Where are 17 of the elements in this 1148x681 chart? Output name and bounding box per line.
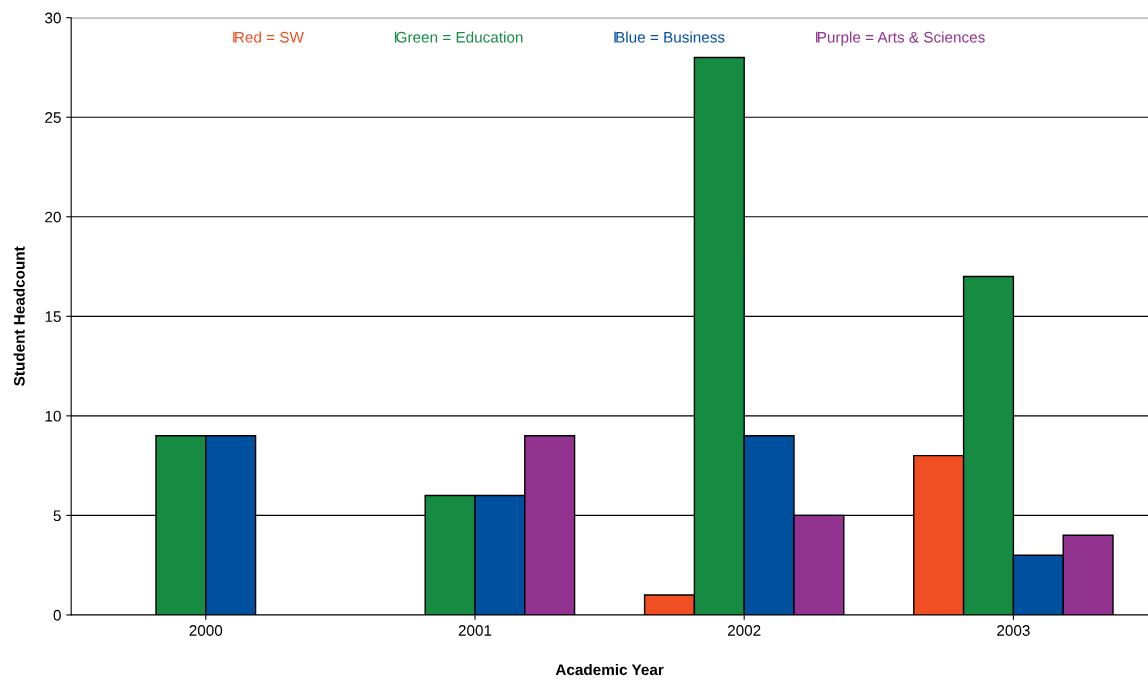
y-tick-label: 25: [45, 112, 61, 123]
legend-label: Green = Education: [396, 31, 523, 43]
y-axis-title: Student Headcount: [13, 246, 25, 386]
x-tick-label: 2003: [997, 625, 1030, 636]
x-tick-label: 2002: [727, 625, 761, 636]
x-axis-title: Academic Year: [555, 663, 664, 676]
y-tick-label: 5: [53, 510, 61, 522]
legend-label: Purple = Arts & Sciences: [817, 31, 985, 46]
y-tick-label: 20: [45, 211, 61, 223]
legend-label: Blue = Business: [616, 31, 725, 43]
x-tick-label: 2000: [189, 625, 223, 636]
x-tick-label: 2001: [458, 625, 492, 636]
legend-label: Red = SW: [235, 31, 304, 43]
y-tick-label: 0: [53, 609, 61, 621]
y-tick-label: 10: [45, 410, 61, 422]
y-tick-label: 30: [45, 12, 61, 24]
y-tick-label: 15: [45, 311, 61, 323]
